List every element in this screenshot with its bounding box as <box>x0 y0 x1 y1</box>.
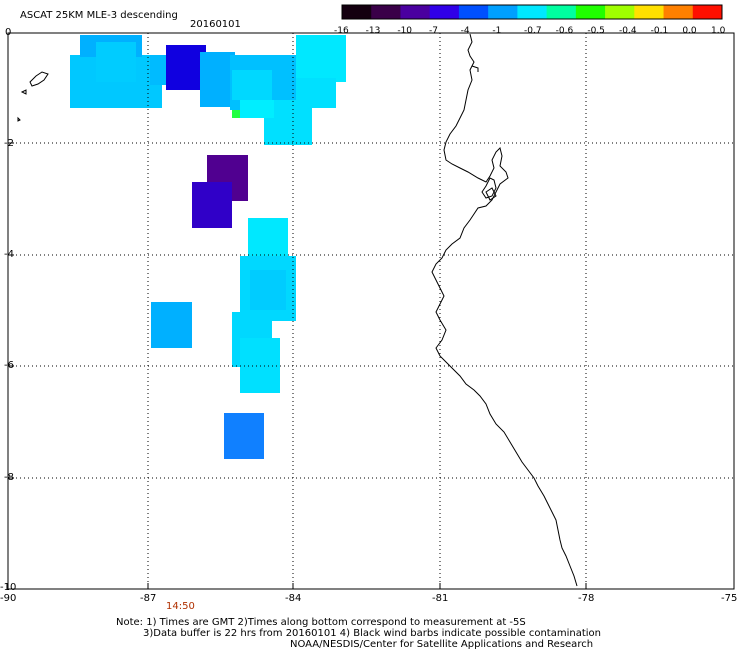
note-line-3: NOAA/NESDIS/Center for Satellite Applica… <box>290 639 594 650</box>
note-line-1: Note: 1) Times are GMT 2)Times along bot… <box>116 617 526 628</box>
colorbar-segment <box>575 5 606 19</box>
swath-cell <box>232 70 272 100</box>
swath-cell <box>224 413 264 459</box>
colorbar-label: -4 <box>460 26 470 36</box>
swath-cell <box>240 100 274 118</box>
colorbar-segment <box>488 5 518 19</box>
lat-label-m6: -6 <box>4 360 14 371</box>
swath-cell <box>166 45 206 90</box>
colorbar-segment <box>371 5 401 19</box>
colorbar-segment <box>342 5 372 19</box>
lat-label-m10: -10 <box>0 582 17 593</box>
lon-label-m81: -81 <box>432 593 449 604</box>
colorbar-segment <box>429 5 460 19</box>
colorbar-label: -0.7 <box>524 26 542 36</box>
coastline <box>17 33 578 587</box>
pass-time-label: 14:50 <box>166 601 195 612</box>
colorbar <box>341 4 723 20</box>
note-line-2: 3)Data buffer is 22 hrs from 20160101 4)… <box>143 628 601 639</box>
colorbar-label: -1 <box>492 26 502 36</box>
colorbar-segment <box>692 5 723 19</box>
lon-label-m90: -90 <box>0 593 17 604</box>
lat-label-m4: -4 <box>4 249 14 260</box>
lon-label-m75: -75 <box>721 593 738 604</box>
colorbar-segment <box>634 5 665 19</box>
galapagos-island-isabela <box>29 71 49 87</box>
tick-marks <box>8 142 587 589</box>
swath-cell <box>248 218 288 258</box>
colorbar-label: -13 <box>365 26 381 36</box>
map-date: 20160101 <box>190 19 241 30</box>
swath-cell <box>200 52 235 107</box>
coastline-mainland <box>431 33 578 587</box>
coastline-headland <box>471 65 479 72</box>
graticule <box>8 33 734 589</box>
colorbar-segment <box>400 5 431 19</box>
swath-cell <box>151 302 192 348</box>
colorbar-label: -0.5 <box>587 26 605 36</box>
lat-label-m2: -2 <box>4 138 14 149</box>
lon-label-m78: -78 <box>578 593 595 604</box>
colorbar-label: -0.1 <box>650 26 669 36</box>
swath-cell <box>232 110 240 118</box>
map-frame <box>7 32 735 590</box>
swath-cell <box>96 42 136 82</box>
colorbar-label: -10 <box>397 26 413 36</box>
colorbar-label: -0.6 <box>555 26 574 36</box>
colorbar-label: 0.0 <box>682 26 697 36</box>
lat-label-0: 0 <box>5 27 12 38</box>
galapagos-island-tiny <box>17 116 21 122</box>
colorbar-segment <box>546 5 577 19</box>
swath-cell <box>250 270 286 310</box>
coastline-puna-island <box>485 187 497 201</box>
colorbar-frame <box>341 4 723 20</box>
colorbar-label: -0.4 <box>619 26 637 36</box>
colorbar-label: -7 <box>429 26 438 36</box>
lon-label-m84: -84 <box>285 593 302 604</box>
lat-label-m8: -8 <box>4 472 14 483</box>
lon-label-m87: -87 <box>140 593 157 604</box>
wind-data-swaths <box>70 35 346 459</box>
colorbar-label: -16 <box>334 26 349 36</box>
colorbar-segment <box>517 5 548 19</box>
map-title: ASCAT 25KM MLE-3 descending <box>20 10 178 21</box>
colorbar-segment <box>458 5 489 19</box>
colorbar-segment <box>605 5 635 19</box>
colorbar-segment <box>663 5 694 19</box>
galapagos-island-small <box>20 89 27 95</box>
swath-cell <box>296 35 346 82</box>
colorbar-label: 1.0 <box>711 26 726 36</box>
swath-cell <box>192 182 232 228</box>
swath-cell <box>296 78 336 108</box>
